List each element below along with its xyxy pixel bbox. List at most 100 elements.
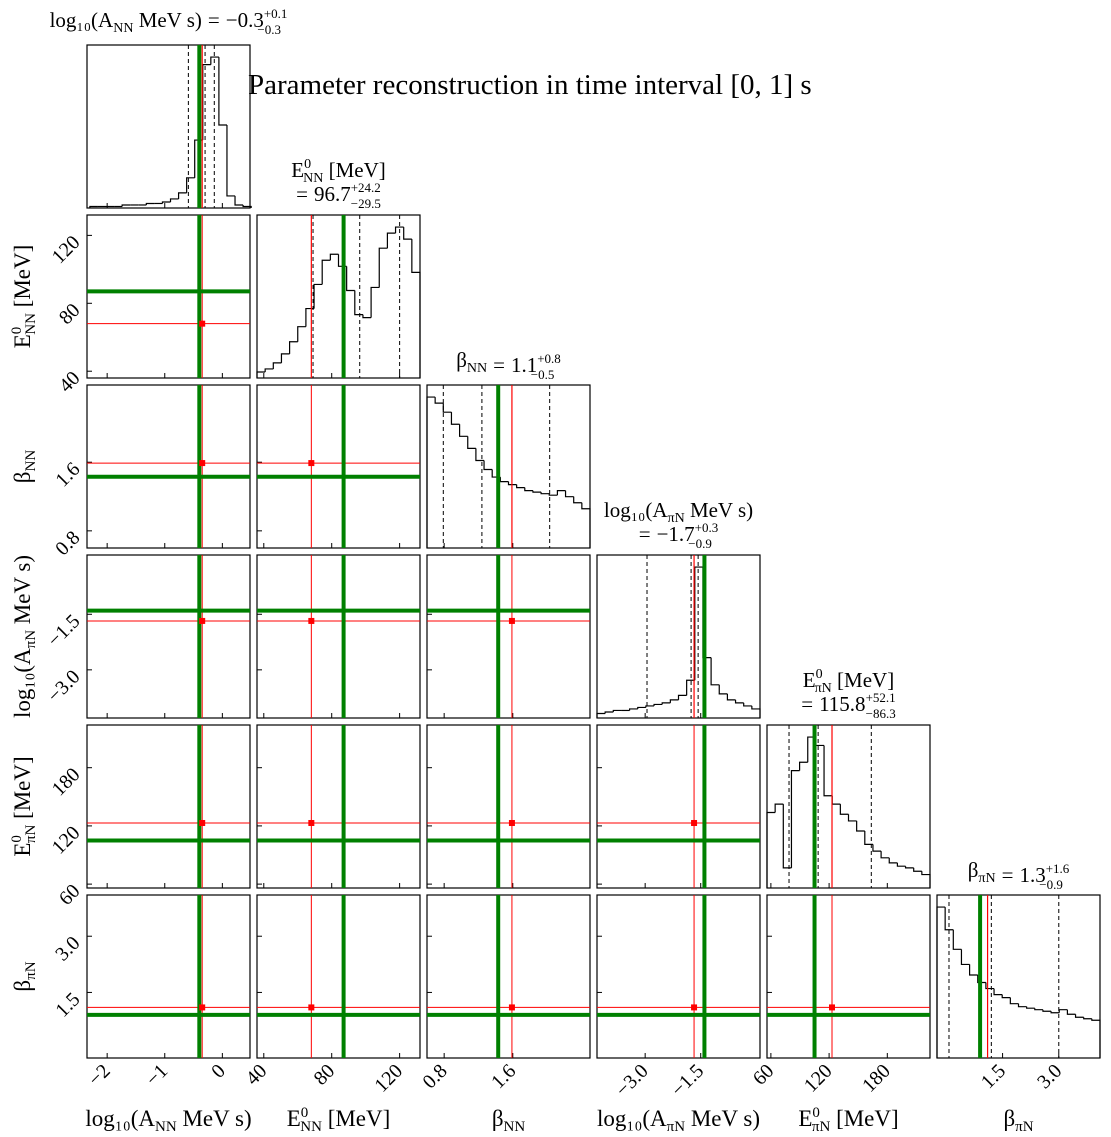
panel-frame	[256, 894, 421, 1059]
title-value: −1.7	[657, 522, 695, 546]
hist-bin	[823, 745, 833, 797]
label-sub: NN	[467, 361, 487, 376]
label-post: [MeV]	[832, 668, 894, 692]
y-axis-label: log₁₀(AπN MeV s)	[10, 555, 39, 718]
label-sub: πN	[812, 1119, 831, 1135]
panel-frame	[766, 894, 931, 1059]
x-tick-label: 1.6	[487, 1060, 520, 1093]
x-tick-label: 120	[800, 1060, 837, 1097]
panel-frame	[256, 384, 421, 549]
hist-bin	[936, 906, 946, 1058]
hist-bin	[1042, 1009, 1052, 1012]
hist-bin	[145, 202, 155, 205]
panel-frame	[86, 44, 251, 209]
y-axis-label: βπN	[10, 961, 39, 991]
hist-bin	[161, 201, 171, 204]
label-post: [MeV]	[10, 756, 35, 824]
label-base: log₁₀(A	[597, 1106, 667, 1131]
label-sup: 0	[9, 835, 25, 843]
label-sup: 0	[816, 667, 823, 682]
hist-bin	[774, 803, 784, 813]
hist-bin	[1091, 1018, 1101, 1058]
label-post: MeV s)	[133, 8, 201, 32]
hist-bin	[1034, 1008, 1043, 1011]
diag-title-label: E0 NN [MeV]	[291, 157, 385, 186]
hist-bin	[426, 396, 436, 548]
hist-bin	[669, 699, 679, 703]
x-tick-label: 40	[242, 1060, 272, 1090]
hist-bin	[483, 460, 493, 471]
title-minus: −0.3	[257, 22, 281, 37]
estimate-point	[308, 617, 315, 624]
label-post: MeV s)	[177, 1106, 252, 1131]
y-tick-label: −1.5	[43, 610, 84, 651]
y-tick-label: 80	[55, 299, 85, 329]
estimate-point	[508, 819, 515, 826]
y-tick-label: 1.6	[51, 458, 84, 491]
x-tick-label: 80	[310, 1060, 340, 1090]
label-post: [MeV]	[322, 1106, 390, 1131]
estimate-point	[508, 617, 515, 624]
hist-bin	[612, 709, 622, 712]
y-tick-label: −3.0	[43, 666, 84, 707]
hist-bin	[645, 705, 655, 708]
hist-bin	[694, 566, 703, 681]
label-sub: πN	[667, 1119, 686, 1135]
hist-bin	[524, 487, 533, 492]
hist-bin	[726, 693, 736, 701]
hist-bin	[782, 804, 792, 869]
hist-bin	[362, 314, 372, 319]
label-base: β	[10, 980, 35, 992]
diag-title: log₁₀(ANN MeV s) = −0.3+0.1 −0.3	[50, 6, 288, 37]
hist-bin	[864, 830, 873, 845]
label-sup: 0	[812, 1105, 820, 1121]
hist-bin	[1074, 1014, 1084, 1018]
diag-title-label: E0 πN [MeV]	[803, 667, 894, 696]
x-tick-label: 60	[749, 1060, 779, 1090]
hist-bin	[921, 871, 931, 888]
label-base: E	[287, 1106, 301, 1131]
hist-bin	[977, 974, 986, 984]
hist-bin	[734, 699, 744, 704]
label-post: [MeV]	[323, 158, 385, 182]
hist-bin	[952, 929, 962, 950]
label-base: log₁₀(A	[10, 648, 35, 718]
hist-bin	[815, 737, 825, 747]
label-base: log₁₀(A	[85, 1106, 155, 1131]
title-plus: +1.6	[1046, 861, 1070, 876]
hist-bin	[677, 694, 687, 700]
estimate-point	[691, 819, 698, 826]
hist-bin	[751, 705, 761, 718]
label-sub: NN	[155, 1119, 177, 1135]
x-tick-label: −1	[142, 1060, 173, 1091]
estimate-point	[308, 460, 315, 467]
diag-title: βNN = 1.1+0.8 −0.5	[456, 348, 561, 382]
title-sep: =	[1002, 863, 1014, 887]
estimate-point	[199, 460, 206, 467]
panel-frame	[86, 894, 251, 1059]
label-sub: πN	[668, 511, 685, 526]
title-plus: +24.2	[351, 180, 381, 195]
x-tick-label: 180	[858, 1060, 895, 1097]
hist-bin	[960, 949, 970, 966]
hist-bin	[661, 702, 671, 705]
panel-frame	[426, 384, 591, 549]
hist-bin	[831, 795, 841, 805]
hist-bin	[1001, 994, 1011, 999]
hist-bin	[1017, 1003, 1027, 1008]
y-axis-label: E0NN [MeV]	[9, 245, 39, 349]
hist-bin	[629, 708, 638, 711]
hist-bin	[766, 811, 776, 888]
hist-bin	[346, 266, 355, 292]
x-tick-label: −2	[84, 1060, 115, 1091]
hist-bin	[329, 253, 339, 261]
hist-bin	[386, 232, 396, 249]
hist-bin	[1058, 1009, 1068, 1013]
hist-bin	[564, 490, 574, 498]
title-minus: −0.9	[1039, 877, 1063, 892]
label-post: MeV s)	[685, 498, 753, 522]
diag-title-value: = 96.7+24.2 −29.5	[296, 180, 381, 211]
hist-bin	[226, 124, 236, 197]
title-value: −0.3	[226, 8, 264, 32]
